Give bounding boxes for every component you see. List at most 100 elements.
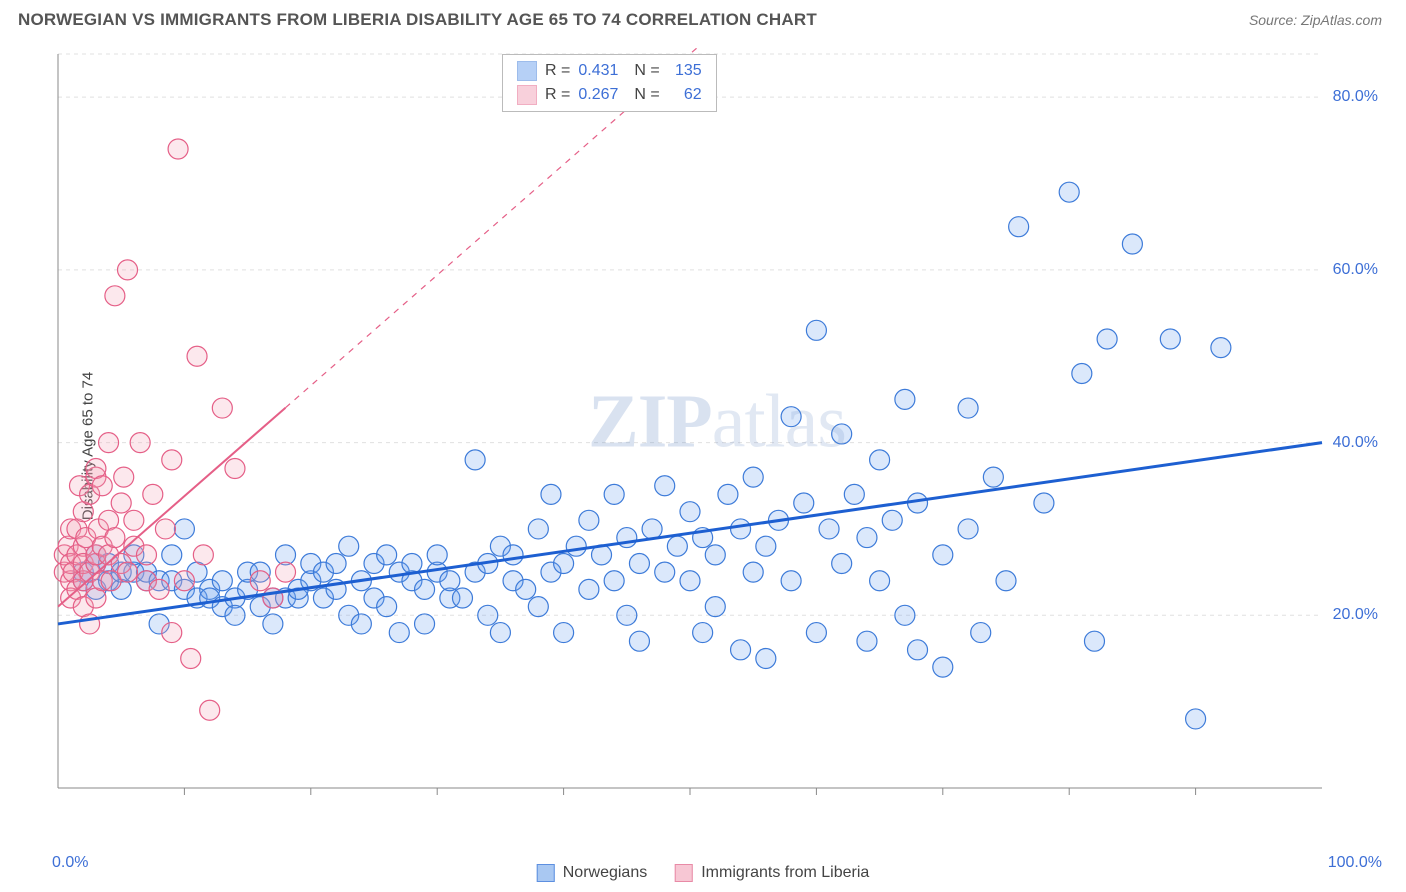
y-tick-label: 20.0% (1333, 606, 1378, 624)
data-point (92, 476, 112, 496)
data-point (655, 562, 675, 582)
data-point (908, 640, 928, 660)
data-point (465, 450, 485, 470)
legend-label: Immigrants from Liberia (701, 864, 869, 882)
data-point (503, 545, 523, 565)
data-point (155, 519, 175, 539)
data-point (781, 571, 801, 591)
data-point (604, 484, 624, 504)
data-point (731, 640, 751, 660)
data-point (642, 519, 662, 539)
data-point (187, 346, 207, 366)
y-tick-label: 60.0% (1333, 261, 1378, 279)
data-point (452, 588, 472, 608)
data-point (566, 536, 586, 556)
x-axis-max-label: 100.0% (1328, 854, 1382, 872)
data-point (895, 605, 915, 625)
data-point (983, 467, 1003, 487)
legend-item: Norwegians (537, 864, 647, 882)
data-point (870, 571, 890, 591)
data-point (193, 545, 213, 565)
data-point (832, 424, 852, 444)
data-point (377, 545, 397, 565)
data-point (181, 648, 201, 668)
data-point (389, 623, 409, 643)
data-point (516, 579, 536, 599)
data-point (415, 579, 435, 599)
data-point (1059, 182, 1079, 202)
data-point (114, 467, 134, 487)
stat-n-label: N = (634, 62, 659, 80)
data-point (882, 510, 902, 530)
data-point (996, 571, 1016, 591)
data-point (743, 467, 763, 487)
stats-legend-row: R =0.431N =135 (517, 59, 702, 83)
data-point (958, 519, 978, 539)
data-point (806, 623, 826, 643)
data-point (857, 528, 877, 548)
data-point (377, 597, 397, 617)
stat-r-value: 0.267 (578, 86, 626, 104)
chart-title: NORWEGIAN VS IMMIGRANTS FROM LIBERIA DIS… (18, 10, 817, 30)
data-point (402, 553, 422, 573)
data-point (693, 623, 713, 643)
data-point (731, 519, 751, 539)
data-point (705, 545, 725, 565)
data-point (756, 648, 776, 668)
x-axis-min-label: 0.0% (52, 854, 88, 872)
data-point (440, 571, 460, 591)
data-point (339, 536, 359, 556)
y-tick-label: 40.0% (1333, 434, 1378, 452)
data-point (99, 433, 119, 453)
stat-n-label: N = (634, 86, 659, 104)
legend-item: Immigrants from Liberia (675, 864, 869, 882)
data-point (1097, 329, 1117, 349)
data-point (118, 562, 138, 582)
data-point (528, 519, 548, 539)
data-point (667, 536, 687, 556)
data-point (250, 571, 270, 591)
data-point (351, 614, 371, 634)
data-point (326, 553, 346, 573)
data-point (225, 605, 245, 625)
data-point (263, 614, 283, 634)
data-point (604, 571, 624, 591)
data-point (629, 631, 649, 651)
data-point (617, 605, 637, 625)
data-point (655, 476, 675, 496)
data-point (933, 545, 953, 565)
data-point (162, 545, 182, 565)
data-point (136, 545, 156, 565)
data-point (958, 398, 978, 418)
data-point (1211, 338, 1231, 358)
data-point (111, 493, 131, 513)
legend-swatch (517, 61, 537, 81)
data-point (705, 597, 725, 617)
data-point (971, 623, 991, 643)
data-point (143, 484, 163, 504)
data-point (554, 553, 574, 573)
stat-r-label: R = (545, 86, 570, 104)
stat-r-value: 0.431 (578, 62, 626, 80)
data-point (225, 458, 245, 478)
data-point (629, 553, 649, 573)
trend-line (58, 443, 1322, 624)
data-point (895, 389, 915, 409)
data-point (1009, 217, 1029, 237)
data-point (162, 450, 182, 470)
data-point (579, 579, 599, 599)
data-point (118, 260, 138, 280)
data-point (124, 510, 144, 530)
data-point (162, 623, 182, 643)
data-point (756, 536, 776, 556)
data-point (680, 502, 700, 522)
data-point (933, 657, 953, 677)
data-point (174, 519, 194, 539)
data-point (174, 571, 194, 591)
data-point (427, 545, 447, 565)
legend-swatch (675, 864, 693, 882)
legend-label: Norwegians (563, 864, 647, 882)
legend-swatch (517, 85, 537, 105)
stats-legend: R =0.431N =135R =0.267N =62 (502, 54, 717, 112)
data-point (105, 286, 125, 306)
